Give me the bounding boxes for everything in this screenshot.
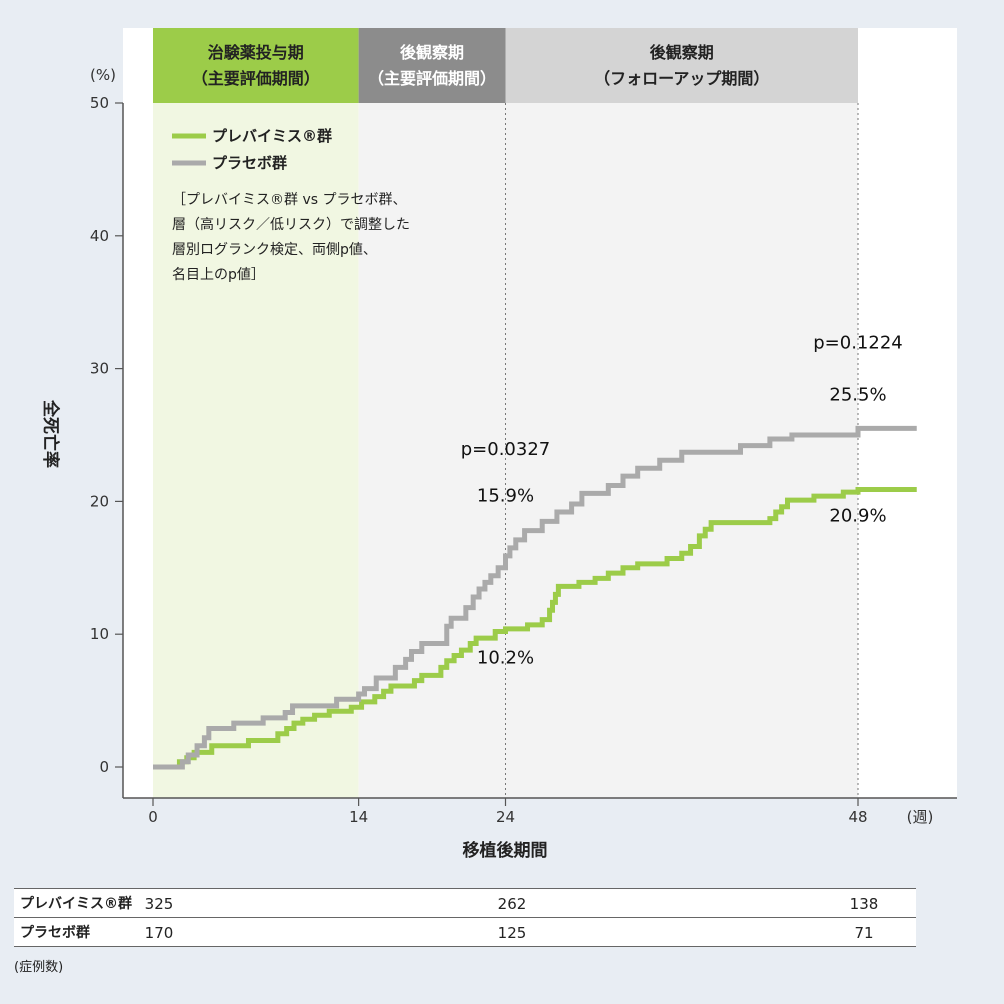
x-tick-label: 24 (496, 808, 515, 826)
y-axis-title: 全死亡率 (40, 399, 61, 468)
period-shade-1 (358, 103, 506, 798)
note-line-2: 層（高リスク／低リスク）で調整した (172, 216, 410, 233)
y-tick-label: 10 (90, 625, 109, 643)
annotations: p=0.0327 15.9% 10.2% p=0.1224 25.5% 20.9% (461, 333, 903, 669)
note-line-3: 層別ログランク検定、両側p値、 (172, 242, 377, 258)
count-cell: 170 (144, 924, 174, 942)
period-header-line1: 後観察期 (650, 43, 714, 62)
period-shade-0 (153, 103, 359, 798)
table-footnote: (症例数) (14, 960, 64, 975)
legend-label-prevymis: プレバイミス®群 (212, 127, 332, 145)
period-header-line1: 治験薬投与期 (208, 43, 304, 62)
x-axis-title: 移植後期間 (463, 840, 548, 861)
y-tick-label: 40 (90, 227, 109, 245)
survival-chart: 治験薬投与期 （主要評価期間） 後観察期 （主要評価期間） 後観察期 （フォローアップ期間… (40, 28, 957, 861)
y-tick-label: 20 (90, 492, 109, 510)
row-label: プレバイミス®群 (14, 888, 138, 918)
period-headers: 治験薬投与期 （主要評価期間） 後観察期 （主要評価期間） 後観察期 （フォローアップ期間… (153, 28, 858, 103)
period-header-line1: 後観察期 (400, 43, 464, 62)
period-header-line2: （フォローアップ期間） (594, 69, 769, 88)
legend-label-placebo: プラセボ群 (212, 154, 287, 172)
y-tick-label: 0 (99, 758, 109, 776)
period-shading (153, 103, 858, 798)
row-label: プラセボ群 (14, 917, 138, 947)
annotation-label: p=0.0327 (461, 439, 551, 460)
x-tick-label: 0 (148, 808, 158, 826)
count-cell: 125 (497, 924, 527, 942)
series-line-0 (153, 486, 917, 770)
period-header-line2: （主要評価期間） (192, 69, 320, 88)
count-cell: 325 (144, 895, 174, 913)
period-dividers (505, 103, 859, 798)
count-cell: 138 (849, 895, 879, 913)
count-cell: 262 (497, 895, 527, 913)
annotation-label: 20.9% (829, 505, 886, 526)
annotation-label: 25.5% (829, 384, 886, 405)
series-lines (153, 425, 917, 770)
period-header-0 (153, 28, 359, 103)
row-values: 325 262 138 (138, 888, 916, 918)
row-values: 170 125 71 (138, 917, 916, 947)
annotation-label: 15.9% (477, 485, 534, 506)
x-tick-label: 14 (349, 808, 368, 826)
note-line-1: ［プレバイミス®群 vs プラセボ群、 (172, 192, 406, 208)
y-tick-label: 30 (90, 360, 109, 378)
annotation-label: 10.2% (477, 647, 534, 668)
at-risk-table: プレバイミス®群 325 262 138 プラセボ群 170 125 71 (14, 888, 916, 947)
annotation-label: p=0.1224 (813, 333, 903, 354)
period-header-2 (505, 28, 858, 103)
series-line-1 (153, 425, 917, 770)
y-tick-label: 50 (90, 94, 109, 112)
x-ticks: 0 14 24 48 (148, 798, 868, 826)
count-cell: 71 (854, 924, 874, 942)
y-unit-label: (%) (90, 66, 116, 84)
x-unit-label: (週) (907, 808, 934, 826)
period-header-line2: （主要評価期間） (368, 69, 496, 88)
y-ticks: 0 10 20 30 40 50 (90, 94, 123, 776)
note-line-4: 名目上のp値］ (172, 267, 265, 283)
period-header-1 (358, 28, 506, 103)
axes (122, 103, 957, 799)
x-tick-label: 48 (848, 808, 867, 826)
test-note: ［プレバイミス®群 vs プラセボ群、 層（高リスク／低リスク）で調整した 層別… (172, 192, 410, 283)
legend: プレバイミス®群 プラセボ群 (172, 127, 332, 172)
table-row: プレバイミス®群 325 262 138 (14, 888, 916, 918)
table-row: プラセボ群 170 125 71 (14, 917, 916, 947)
